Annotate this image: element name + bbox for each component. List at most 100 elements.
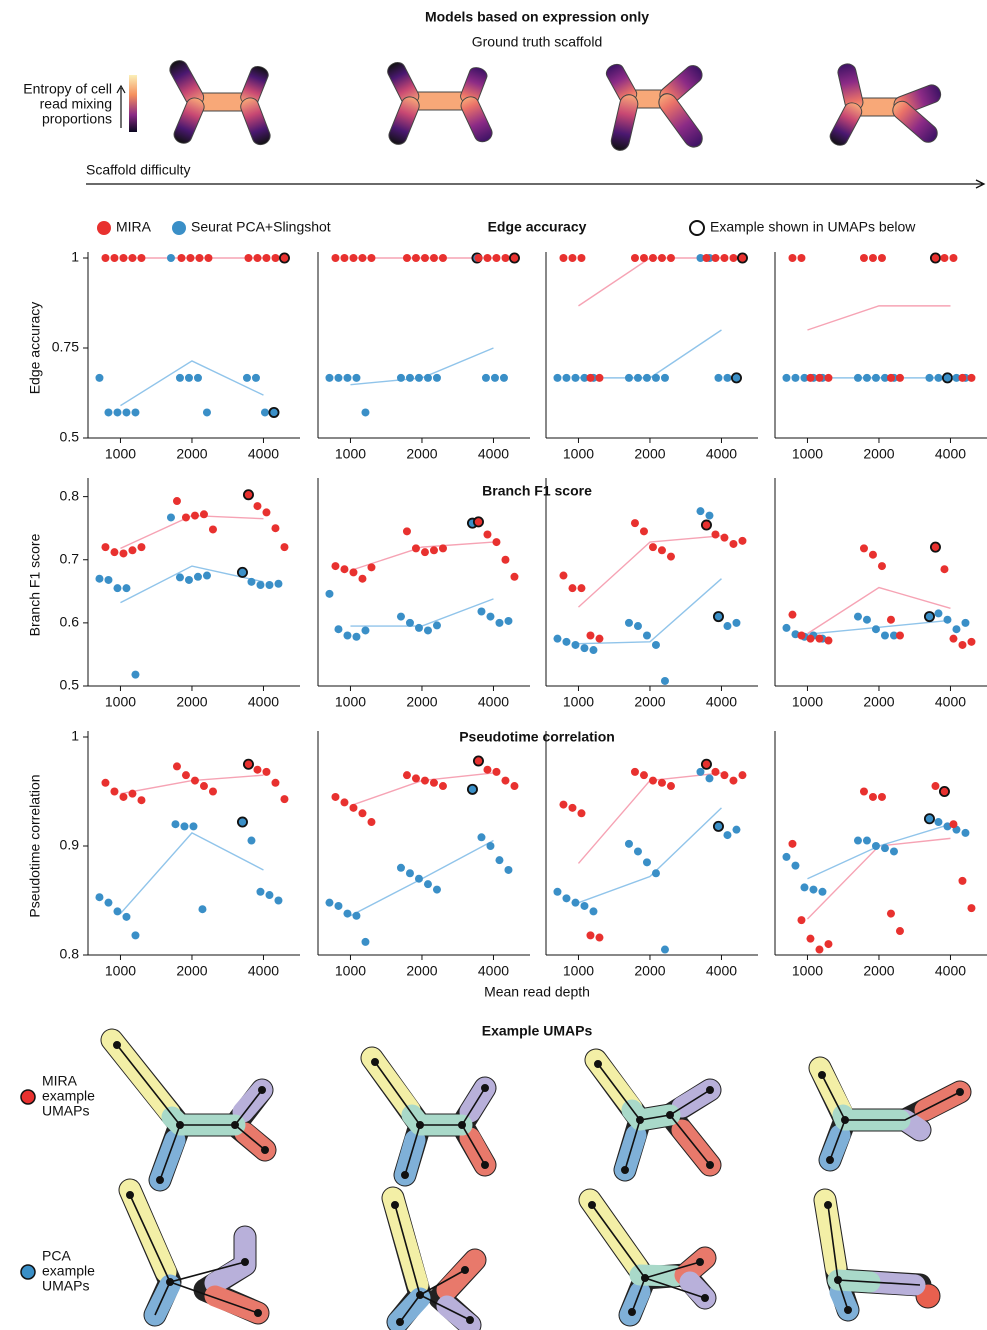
data-point [625,840,633,848]
x-tick-label: 4000 [248,446,279,462]
data-point [334,902,342,910]
data-point [580,902,588,910]
data-point [577,584,585,592]
data-point [325,590,333,598]
data-point [949,254,957,262]
y-tick-label: 0.5 [60,429,80,445]
data-point [732,826,740,834]
data-point [797,254,805,262]
mean-line [578,808,721,903]
data-point [658,779,666,787]
umap-row-label: PCA [42,1248,71,1264]
data-point [568,254,576,262]
data-point [495,619,503,627]
x-tick-label: 4000 [935,963,966,979]
data-point [595,374,603,382]
umap [596,1060,710,1170]
data-point [495,856,503,864]
data-point [934,374,942,382]
x-tick-label: 4000 [478,963,509,979]
data-point [729,777,737,785]
data-point [483,766,491,774]
data-point [887,910,895,918]
data-point [661,946,669,954]
data-point [349,254,357,262]
data-point [334,374,342,382]
data-point [815,635,823,643]
data-point [252,374,260,382]
data-point [553,888,561,896]
data-point [878,793,886,801]
data-point [931,253,940,262]
data-point [571,899,579,907]
data-point [631,254,639,262]
data-point [195,254,203,262]
figure-title: Models based on expression only [425,9,649,25]
legend-label: MIRA [116,219,152,235]
data-point [872,625,880,633]
data-point [474,254,482,262]
data-point [191,777,199,785]
data-point [649,543,657,551]
data-point [702,254,710,262]
data-point [806,635,814,643]
data-point [738,253,747,262]
data-point [403,771,411,779]
y-tick-label: 0.6 [60,614,80,630]
data-point [510,253,519,262]
mean-line [120,775,263,794]
mean-line [350,599,493,626]
data-point [577,254,585,262]
x-tick-label: 2000 [176,694,207,710]
data-point [406,374,414,382]
x-tick-label: 1000 [105,446,136,462]
y-tick-label: 0.75 [52,339,79,355]
data-point [797,632,805,640]
scaffold-branch [655,90,706,151]
data-point [896,632,904,640]
data-point [361,408,369,416]
data-point [397,864,405,872]
data-point [491,374,499,382]
data-point [667,553,675,561]
data-point [652,869,660,877]
data-point [203,408,211,416]
data-point [119,549,127,557]
data-point [568,584,576,592]
data-point [244,490,253,499]
data-point [702,520,711,529]
data-point [649,777,657,785]
data-point [504,617,512,625]
data-point [643,632,651,640]
data-point [559,801,567,809]
umap-row-marker [21,1265,35,1279]
x-tick-label: 2000 [863,963,894,979]
data-point [881,844,889,852]
data-point [204,254,212,262]
x-tick-label: 4000 [706,963,737,979]
data-point [782,624,790,632]
data-point [872,374,880,382]
data-point [247,837,255,845]
data-point [705,512,713,520]
data-point [119,254,127,262]
data-point [238,568,247,577]
data-point [723,622,731,630]
data-point [961,829,969,837]
data-point [729,254,737,262]
difficulty-arrow [86,180,984,188]
data-point [182,513,190,521]
data-point [171,820,179,828]
data-point [271,524,279,532]
data-point [274,897,282,905]
data-point [191,512,199,520]
data-point [782,374,790,382]
data-point [643,858,651,866]
data-point [173,497,181,505]
legend-marker [172,221,186,235]
data-point [860,788,868,796]
data-point [113,584,121,592]
data-point [173,762,181,770]
data-point [492,254,500,262]
data-point [128,546,136,554]
